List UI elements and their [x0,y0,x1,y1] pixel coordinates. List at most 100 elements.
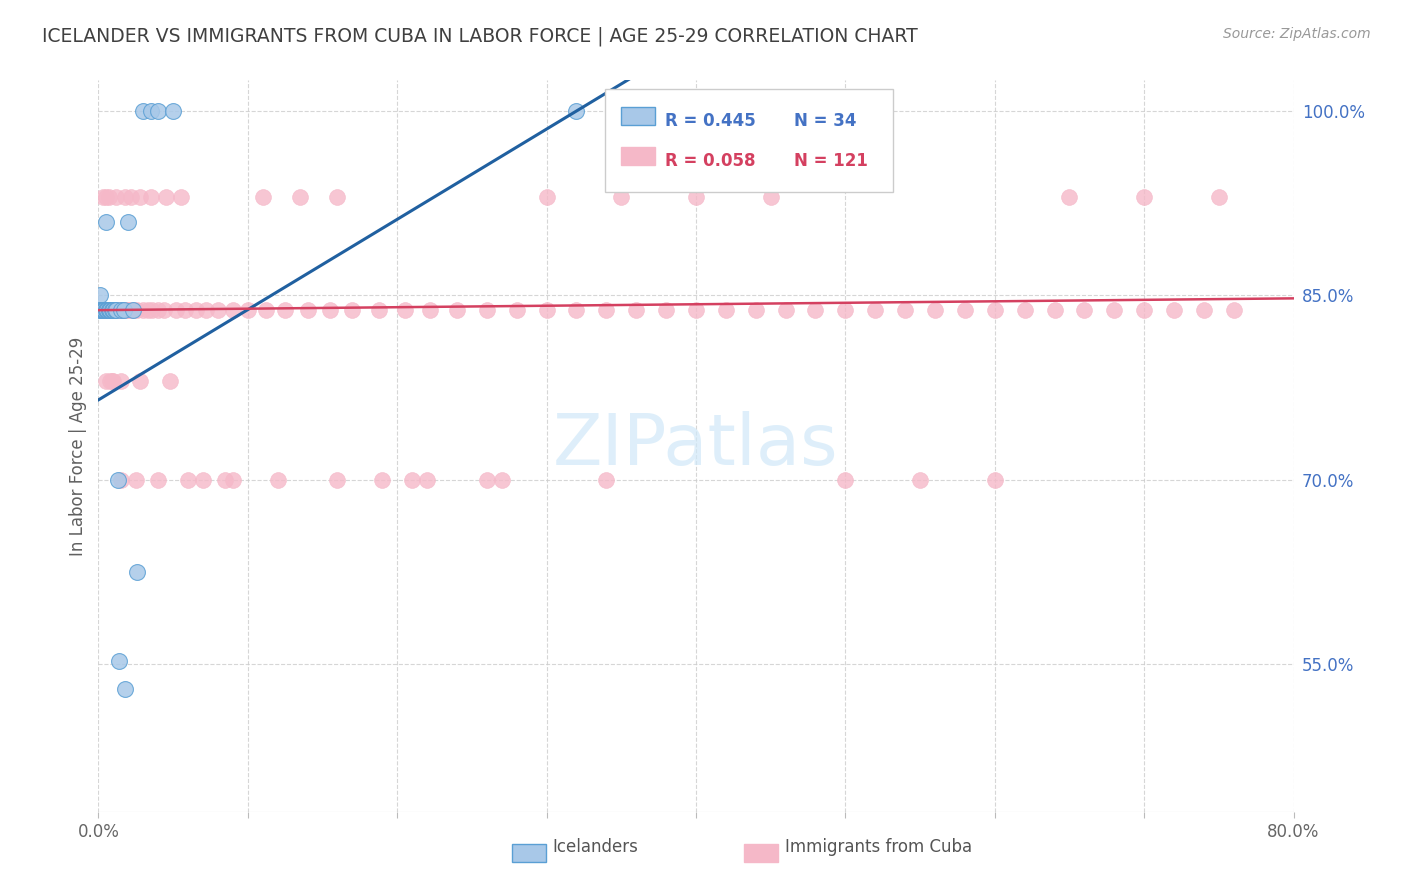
Point [1133,190,1156,204]
Point [89,288,111,302]
Point [96,303,118,318]
Point [159,375,181,389]
Point [111,303,134,318]
Point [120,190,142,204]
Point [120,303,142,318]
Point [894,303,917,318]
Point [98,303,122,318]
Text: Icelanders: Icelanders [553,838,638,856]
Point [103,303,125,318]
Point [342,303,364,318]
Point [326,190,349,204]
Point [89,303,111,318]
Point [148,303,170,318]
Point [97,303,120,318]
Text: R = 0.058: R = 0.058 [665,152,755,169]
Point [155,190,177,204]
Point [775,303,797,318]
Point [89,303,111,318]
Point [110,473,132,487]
Point [565,303,588,318]
Point [236,303,259,318]
Point [184,303,207,318]
Point [93,303,115,318]
Point [107,303,129,318]
Point [595,473,617,487]
Point [267,473,290,487]
Point [1163,303,1185,318]
Point [103,303,125,318]
Point [94,303,117,318]
Point [129,375,152,389]
Point [1223,303,1246,318]
Point [191,473,214,487]
Point [274,303,297,318]
Point [117,303,139,318]
Point [112,303,135,318]
Point [745,303,768,318]
Point [536,303,558,318]
Point [103,303,125,318]
Point [91,303,114,318]
Point [90,303,112,318]
Point [165,303,187,318]
Point [125,473,148,487]
Point [108,653,131,667]
Point [984,473,1007,487]
Point [98,303,122,318]
Point [153,303,176,318]
Point [148,473,170,487]
Point [129,190,152,204]
Point [114,303,136,318]
Point [319,303,342,318]
Point [491,473,513,487]
Point [536,190,558,204]
Point [112,303,135,318]
Point [924,303,946,318]
Point [96,303,118,318]
Point [326,473,349,487]
Point [91,303,114,318]
Point [141,303,163,318]
Point [127,303,149,318]
Text: Immigrants from Cuba: Immigrants from Cuba [785,838,972,856]
Point [297,303,319,318]
Point [475,303,498,318]
Point [371,473,394,487]
Point [1043,303,1066,318]
Point [117,214,139,228]
Point [98,303,122,318]
Point [97,303,120,318]
Point [1192,303,1215,318]
Point [132,103,155,118]
Point [105,190,128,204]
Point [288,190,311,204]
Point [1059,190,1081,204]
Point [101,303,124,318]
Text: ZIPatlas: ZIPatlas [553,411,839,481]
Text: Source: ZipAtlas.com: Source: ZipAtlas.com [1223,27,1371,41]
Point [162,103,184,118]
Point [107,473,129,487]
Point [1014,303,1036,318]
Point [139,190,162,204]
Point [93,303,115,318]
Text: ICELANDER VS IMMIGRANTS FROM CUBA IN LABOR FORCE | AGE 25-29 CORRELATION CHART: ICELANDER VS IMMIGRANTS FROM CUBA IN LAB… [42,27,918,46]
Point [595,303,617,318]
Point [90,303,112,318]
Point [416,473,439,487]
Point [114,681,136,696]
Point [108,303,131,318]
Point [98,375,122,389]
Point [419,303,441,318]
Point [506,303,529,318]
Point [252,190,274,204]
Point [110,375,132,389]
Point [565,103,588,118]
Point [97,190,120,204]
Point [1073,303,1095,318]
Point [104,303,127,318]
Point [139,103,162,118]
Point [96,303,118,318]
Point [148,103,170,118]
